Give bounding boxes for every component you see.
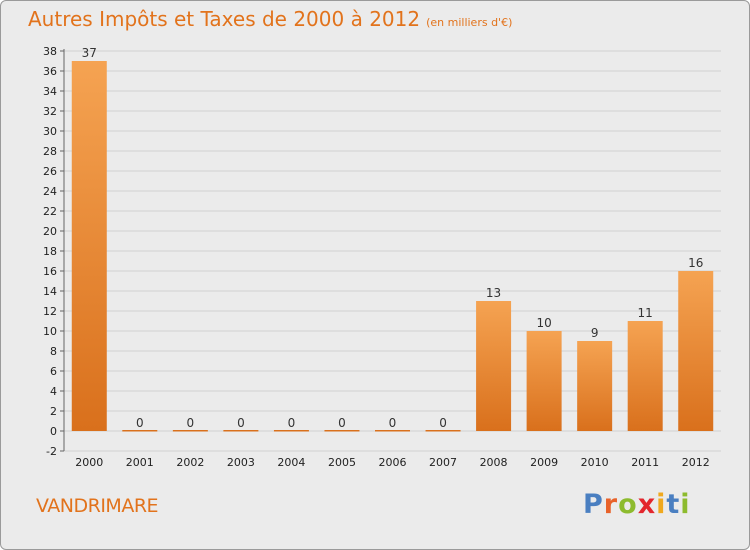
axes [60, 49, 65, 452]
x-tick-label-2005: 2005 [328, 456, 356, 469]
bar-2011 [627, 321, 663, 431]
y-tick-label: 8 [50, 345, 57, 358]
x-tick-label-2004: 2004 [277, 456, 305, 469]
x-tick-label-2011: 2011 [631, 456, 659, 469]
data-label-2006: 0 [389, 416, 397, 430]
bar-2000 [71, 61, 107, 431]
proxiti-logo: Proxiti [583, 489, 691, 520]
bar-2010 [577, 341, 613, 431]
y-tick-label: 24 [43, 185, 57, 198]
x-tick-label-2003: 2003 [227, 456, 255, 469]
bar-2012 [678, 271, 714, 431]
data-label-2007: 0 [439, 416, 447, 430]
y-tick-label: 0 [50, 425, 57, 438]
y-tick-label: 30 [43, 125, 57, 138]
bar-2007 [425, 430, 461, 432]
data-label-2010: 9 [591, 326, 599, 340]
data-label-2003: 0 [237, 416, 245, 430]
y-tick-label: 12 [43, 305, 57, 318]
y-tick-label: 36 [43, 65, 57, 78]
commune-name: VANDRIMARE [36, 495, 159, 517]
x-tick-label-2000: 2000 [75, 456, 103, 469]
bar-2009 [526, 331, 562, 431]
y-tick-label: 6 [50, 365, 57, 378]
bar-2001 [122, 430, 158, 432]
bar-2002 [172, 430, 208, 432]
data-labels: 37 0 0 0 0 0 0 0 13 10 9 11 16 [82, 46, 704, 430]
x-tick-label-2012: 2012 [682, 456, 710, 469]
y-tick-label: 34 [43, 85, 57, 98]
y-tick-label: 22 [43, 205, 57, 218]
data-label-2004: 0 [288, 416, 296, 430]
bar-2003 [223, 430, 259, 432]
x-tick-label-2001: 2001 [126, 456, 154, 469]
y-tick-label: 18 [43, 245, 57, 258]
y-tick-label: 20 [43, 225, 57, 238]
chart-title-text: Autres Impôts et Taxes de 2000 à 2012 [28, 7, 421, 31]
y-tick-label: 2 [50, 405, 57, 418]
x-tick-label-2008: 2008 [480, 456, 508, 469]
y-tick-label: 10 [43, 325, 57, 338]
data-label-2001: 0 [136, 416, 144, 430]
data-label-2005: 0 [338, 416, 346, 430]
x-tick-label-2010: 2010 [581, 456, 609, 469]
bar-2004 [273, 430, 309, 432]
data-label-2011: 11 [638, 306, 653, 320]
chart-subtitle: (en milliers d'€) [426, 16, 513, 29]
y-tick-label: -2 [46, 445, 57, 458]
y-tick-label: 28 [43, 145, 57, 158]
bars [71, 61, 714, 432]
y-tick-label: 26 [43, 165, 57, 178]
x-tick-label-2006: 2006 [379, 456, 407, 469]
bar-2005 [324, 430, 360, 432]
y-tick-label: 14 [43, 285, 57, 298]
y-tick-label: 16 [43, 265, 57, 278]
data-label-2009: 10 [536, 316, 551, 330]
data-label-2012: 16 [688, 256, 703, 270]
x-tick-label-2009: 2009 [530, 456, 558, 469]
x-tick-label-2002: 2002 [176, 456, 204, 469]
data-label-2000: 37 [82, 46, 97, 60]
y-tick-label: 4 [50, 385, 57, 398]
chart-title: Autres Impôts et Taxes de 2000 à 2012 (en… [28, 7, 512, 31]
x-tick-label-2007: 2007 [429, 456, 457, 469]
grid-lines [64, 50, 721, 452]
data-label-2002: 0 [187, 416, 195, 430]
x-tick-labels: 2000 2001 2002 2003 2004 2005 2006 2007 2008 2009… [75, 456, 709, 469]
y-tick-label: 32 [43, 105, 57, 118]
y-tick-label: 38 [43, 45, 57, 58]
data-label-2008: 13 [486, 286, 501, 300]
bar-2008 [476, 301, 512, 431]
bar-2006 [375, 430, 410, 432]
